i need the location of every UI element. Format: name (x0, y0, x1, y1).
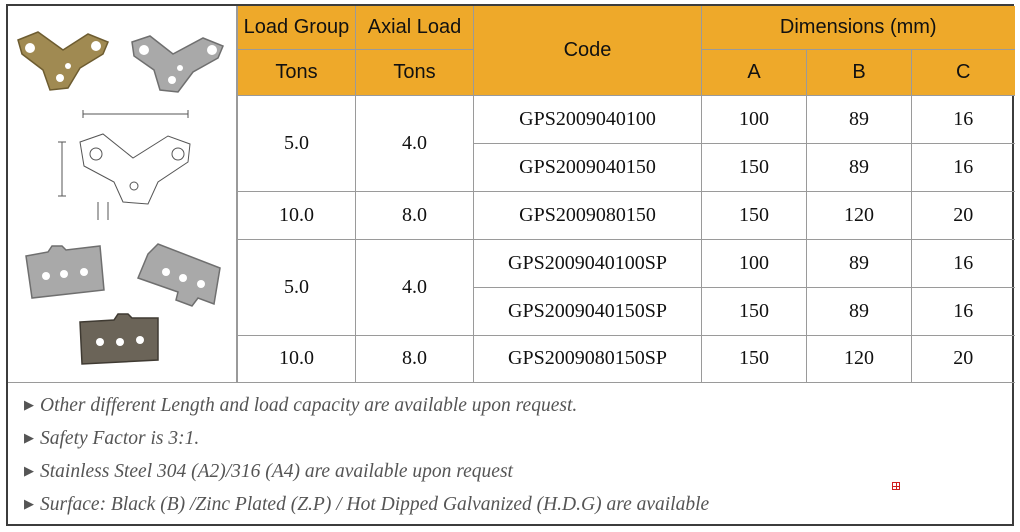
axial-load-cell: 4.0 (355, 238, 474, 336)
note-item: ▶ Surface: Black (B) /Zinc Plated (Z.P) /… (24, 494, 709, 516)
triangle-right-icon: ▶ (24, 430, 34, 445)
dim-a-cell: 100 (701, 94, 807, 144)
dim-c-cell: 16 (910, 94, 1015, 144)
code-cell: GPS2009040150 (473, 142, 702, 192)
note-text: Safety Factor is 3:1. (40, 428, 200, 449)
note-text: Surface: Black (B) /Zinc Plated (Z.P) / … (40, 494, 710, 515)
table-row: 5.0 4.0 GPS2009040100 100 89 16 (237, 94, 1015, 192)
expand-marker-icon[interactable] (892, 482, 900, 490)
code-cell: GPS2009080150 (473, 190, 702, 240)
axial-load-cell: 8.0 (355, 190, 474, 240)
triangle-right-icon: ▶ (24, 397, 34, 412)
product-spec-sheet: Load Group Axial Load Code Dimensions (m… (6, 4, 1015, 526)
brass-angled-plate-image (17, 31, 109, 91)
dim-b-cell: 89 (806, 142, 912, 192)
table-row: 10.0 8.0 GPS2009080150SP 150 120 20 (237, 334, 1015, 383)
dim-c-cell: 20 (910, 190, 1015, 240)
black-flat-plate-image (79, 313, 159, 365)
header-dim-c: C (910, 48, 1015, 96)
zinc-flat-plate-image (25, 245, 105, 299)
dim-a-cell: 150 (701, 334, 807, 383)
dim-b-cell: 89 (806, 94, 912, 144)
note-item: ▶ Safety Factor is 3:1. (24, 428, 199, 450)
table-row: GPS2009040150SP 150 89 16 (238, 286, 1015, 336)
notes-section: ▶ Other different Length and load capacit… (8, 382, 1012, 524)
code-cell: GPS2009040100 (473, 94, 702, 144)
dim-c-cell: 20 (910, 334, 1015, 383)
load-group-cell: 5.0 (237, 238, 356, 336)
dim-a-cell: 100 (701, 238, 807, 288)
header-axial-load: Axial Load (355, 6, 474, 50)
dim-c-cell: 16 (910, 286, 1015, 336)
dim-a-cell: 150 (701, 142, 807, 192)
table-row: 10.0 8.0 GPS2009080150 150 120 20 (237, 190, 1015, 240)
code-cell: GPS2009040150SP (473, 286, 702, 336)
dim-b-cell: 120 (806, 190, 912, 240)
header-dimensions: Dimensions (mm) (700, 6, 1015, 50)
dim-b-cell: 120 (806, 334, 912, 383)
dim-c-cell: 16 (910, 142, 1015, 192)
table-row: 5.0 4.0 GPS2009040100SP 100 89 16 (237, 238, 1015, 336)
dim-a-cell: 150 (701, 190, 807, 240)
header-load-group: Load Group (237, 6, 356, 50)
spec-table: Load Group Axial Load Code Dimensions (m… (237, 6, 1015, 383)
header-dim-b: B (806, 48, 912, 96)
load-group-cell: 10.0 (237, 190, 356, 240)
product-images (17, 31, 224, 365)
dim-b-cell: 89 (806, 286, 912, 336)
note-item: ▶ Other different Length and load capacit… (24, 395, 577, 417)
dim-a-cell: 150 (701, 286, 807, 336)
dim-b-cell: 89 (806, 238, 912, 288)
header-load-group-unit: Tons (237, 48, 356, 96)
triangle-right-icon: ▶ (24, 463, 34, 478)
zinc-flat-plate-angled-image (137, 243, 221, 307)
load-group-cell: 10.0 (237, 334, 356, 383)
load-group-cell: 5.0 (237, 94, 356, 192)
note-item: ▶ Stainless Steel 304 (A2)/316 (A4) are a… (24, 461, 513, 483)
product-image-column (8, 6, 237, 382)
code-cell: GPS2009080150SP (473, 334, 702, 383)
header-dim-a: A (701, 48, 807, 96)
code-cell: GPS2009040100SP (473, 238, 702, 288)
note-text: Stainless Steel 304 (A2)/316 (A4) are av… (40, 461, 513, 482)
zinc-angled-plate-image (131, 35, 224, 93)
axial-load-cell: 4.0 (355, 94, 474, 192)
dim-c-cell: 16 (910, 238, 1015, 288)
triangle-right-icon: ▶ (24, 496, 34, 511)
table-row: GPS2009040150 150 89 16 (238, 142, 1015, 192)
header-axial-load-unit: Tons (355, 48, 474, 96)
header-code: Code (473, 6, 702, 96)
note-text: Other different Length and load capacity… (40, 395, 578, 416)
dimension-drawing-image (58, 110, 191, 220)
axial-load-cell: 8.0 (355, 334, 474, 383)
